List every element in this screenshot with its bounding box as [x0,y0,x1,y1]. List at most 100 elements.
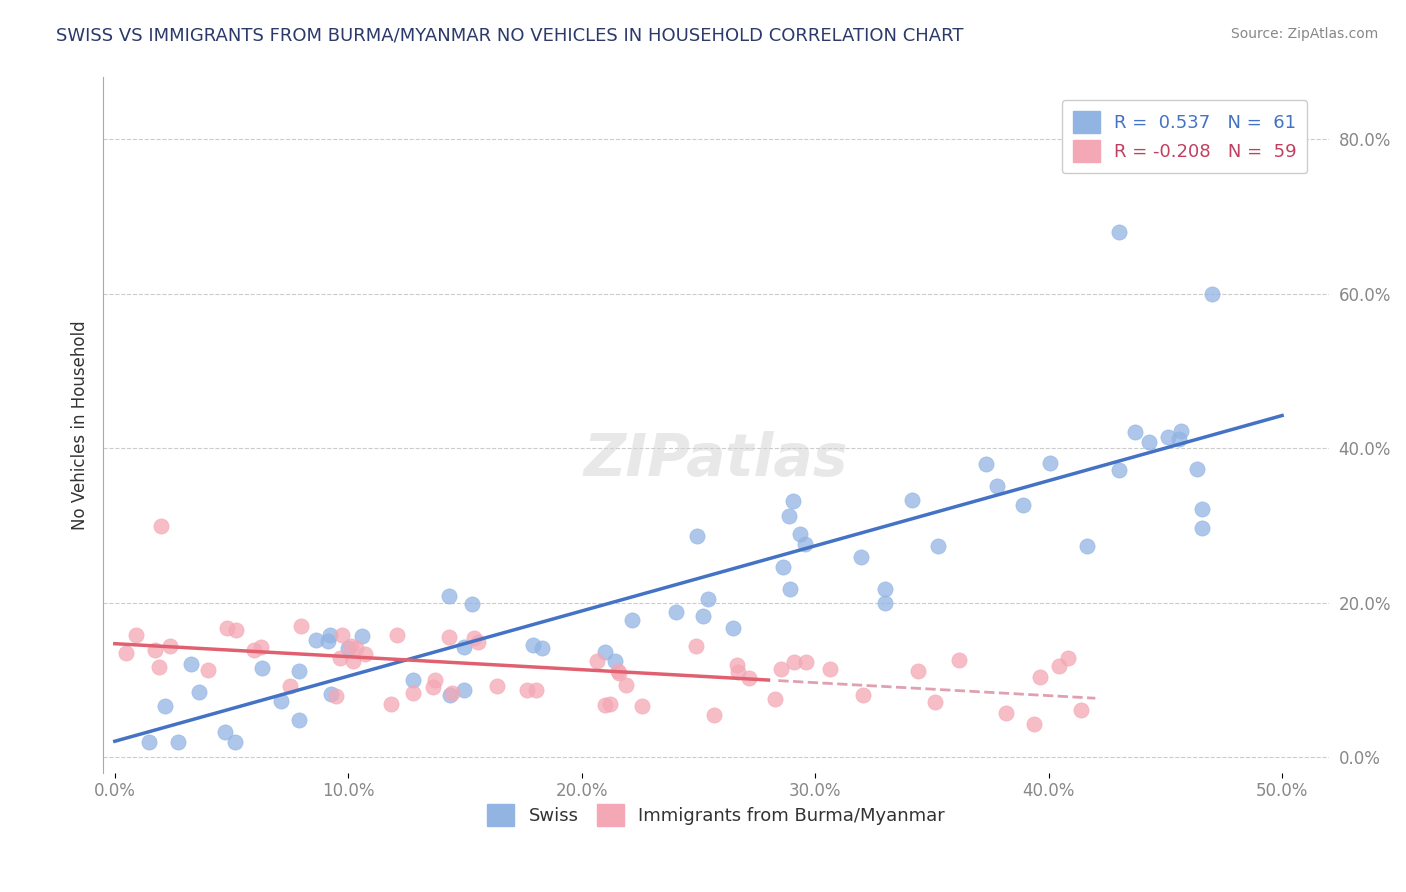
Point [599,697,621,711]
Point [1108,462,1130,476]
Point [603,654,626,668]
Point [150,518,173,533]
Point [439,589,461,603]
Point [1022,717,1045,731]
Point [697,591,720,606]
Point [288,664,311,678]
Point [250,661,273,675]
Point [214,725,236,739]
Point [516,683,538,698]
Point [1070,703,1092,717]
Point [138,735,160,749]
Point [986,479,1008,493]
Point [665,605,688,619]
Point [685,639,707,653]
Point [794,655,817,669]
Point [1047,659,1070,673]
Point [321,688,343,702]
Point [900,493,922,508]
Point [769,662,792,676]
Point [278,679,301,693]
Point [197,663,219,677]
Point [453,640,475,654]
Point [1012,499,1035,513]
Point [224,735,246,749]
Point [1039,456,1062,470]
Point [336,640,359,655]
Point [290,619,312,633]
Point [250,640,273,654]
Point [187,684,209,698]
Legend: Swiss, Immigrants from Burma/Myanmar: Swiss, Immigrants from Burma/Myanmar [479,797,952,833]
Point [783,655,806,669]
Point [1028,670,1050,684]
Point [738,672,761,686]
Point [772,560,794,574]
Point [779,582,801,597]
Point [1170,424,1192,438]
Point [304,632,326,647]
Point [703,707,725,722]
Point [340,639,363,653]
Point [593,698,616,713]
Point [437,630,460,644]
Point [124,628,146,642]
Point [907,664,929,678]
Point [522,638,544,652]
Point [782,494,804,508]
Point [423,673,446,687]
Point [875,582,897,596]
Point [692,608,714,623]
Point [686,529,709,543]
Point [422,680,444,694]
Point [1341,379,1364,393]
Text: ZIPatlas: ZIPatlas [583,432,848,488]
Point [852,688,875,702]
Point [794,536,817,550]
Point [779,509,801,524]
Point [380,698,402,712]
Point [763,692,786,706]
Point [621,614,644,628]
Point [1056,651,1078,665]
Point [467,635,489,649]
Point [485,680,508,694]
Point [387,628,409,642]
Point [1191,521,1213,535]
Point [948,653,970,667]
Point [180,657,202,671]
Point [606,664,628,678]
Point [994,706,1017,720]
Point [270,694,292,708]
Point [1123,425,1146,439]
Point [153,699,176,714]
Point [631,698,654,713]
Point [725,658,748,673]
Point [1108,225,1130,239]
Point [115,646,138,660]
Point [974,457,997,471]
Point [159,639,181,653]
Point [727,665,749,680]
Point [524,682,547,697]
Point [461,597,484,611]
Point [441,686,464,700]
Point [148,659,170,673]
Point [1191,501,1213,516]
Point [215,621,238,635]
Point [614,678,637,692]
Text: SWISS VS IMMIGRANTS FROM BURMA/MYANMAR NO VEHICLES IN HOUSEHOLD CORRELATION CHAR: SWISS VS IMMIGRANTS FROM BURMA/MYANMAR N… [56,27,963,45]
Point [463,631,485,645]
Point [344,641,367,656]
Point [530,640,553,655]
Point [586,654,609,668]
Point [402,686,425,700]
Point [354,647,377,661]
Point [721,621,744,635]
Point [453,683,475,698]
Point [1137,434,1160,449]
Point [316,634,339,648]
Point [439,688,461,702]
Point [288,713,311,727]
Point [350,629,373,643]
